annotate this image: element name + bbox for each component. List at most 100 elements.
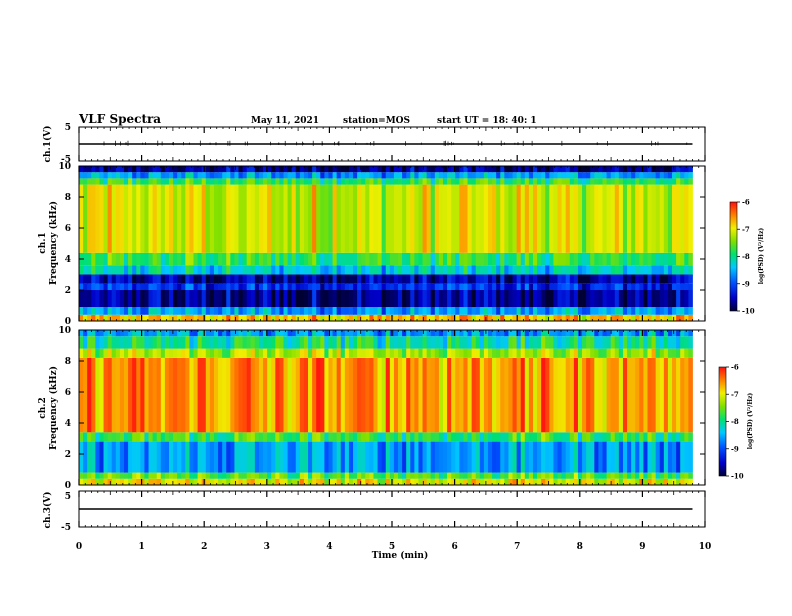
spectrogram-cell xyxy=(517,290,521,307)
spectrogram-cell xyxy=(91,166,95,172)
spectrogram-cell xyxy=(496,442,500,473)
spectrogram-cell xyxy=(603,253,607,265)
spectrogram-cell xyxy=(680,178,684,184)
spectrogram-cell xyxy=(582,290,586,307)
spectrogram-cell xyxy=(656,473,660,479)
spectrogram-cell xyxy=(361,315,365,321)
spectrogram-cell xyxy=(443,432,447,441)
spectrogram-cell xyxy=(206,349,210,358)
spectrogram-cell xyxy=(198,178,202,184)
spectrogram-cell xyxy=(431,172,435,178)
spectrogram-cell xyxy=(660,265,664,274)
spectrogram-cell xyxy=(165,432,169,441)
spectrogram-cell xyxy=(406,330,410,336)
spectrogram-cell xyxy=(627,172,631,178)
spectrogram-cell xyxy=(198,253,202,265)
spectrogram-cell xyxy=(149,265,153,274)
spectrogram-cell xyxy=(140,185,144,253)
spectrogram-cell xyxy=(447,253,451,265)
spectrogram-cell xyxy=(533,284,537,290)
spectrogram-cell xyxy=(95,349,99,358)
spectrogram-cell xyxy=(312,290,316,307)
spectrogram-cell xyxy=(623,265,627,274)
spectrogram-cell xyxy=(214,349,218,358)
spectrogram-cell xyxy=(149,432,153,441)
spectrogram-cell xyxy=(161,442,165,473)
spectrogram-cell xyxy=(414,432,418,441)
spectrogram-cell xyxy=(108,479,112,485)
spectrogram-cell xyxy=(529,349,533,358)
spectrogram-cell xyxy=(333,307,337,315)
spectrogram-cell xyxy=(508,432,512,441)
spectrogram-cell xyxy=(496,349,500,358)
spectrogram-cell xyxy=(369,290,373,307)
spectrogram-cell xyxy=(594,166,598,172)
spectrogram-cell xyxy=(386,315,390,321)
spectrogram-cell xyxy=(365,336,369,348)
spectrogram-cell xyxy=(590,275,594,284)
spectrogram-cell xyxy=(153,185,157,253)
spectrogram-cell xyxy=(79,479,83,485)
spectrogram-cell xyxy=(615,307,619,315)
spectrogram-cell xyxy=(623,349,627,358)
spectrogram-cell xyxy=(635,284,639,290)
spectrogram-cell xyxy=(161,172,165,178)
start-ut-label: start UT = 18: 40: 1 xyxy=(437,116,537,126)
spectrogram-cell xyxy=(578,432,582,441)
spectrogram-cell xyxy=(87,330,91,336)
spectrogram-cell xyxy=(173,330,177,336)
spectrogram-cell xyxy=(680,307,684,315)
spectrogram-cell xyxy=(643,185,647,253)
spectrogram-cell xyxy=(132,172,136,178)
spectrogram-cell xyxy=(312,172,316,178)
spectrogram-cell xyxy=(153,253,157,265)
spectrogram-cell xyxy=(132,284,136,290)
spectrogram-cell xyxy=(427,330,431,336)
spectrogram-cell xyxy=(504,284,508,290)
spectrogram-cell xyxy=(112,432,116,441)
spectrogram-cell xyxy=(108,166,112,172)
spectrogram-cell xyxy=(341,265,345,274)
spectrogram-cell xyxy=(210,442,214,473)
spectrogram-cell xyxy=(439,275,443,284)
spectrogram-band xyxy=(79,442,693,473)
spectrogram-cell xyxy=(443,336,447,348)
spectrogram-cell xyxy=(607,284,611,290)
spectrogram-cell xyxy=(414,473,418,479)
colorbar-tick-label: -6 xyxy=(731,363,739,372)
spectrogram-cell xyxy=(664,358,668,432)
spectrogram-cell xyxy=(508,185,512,253)
spectrogram-cell xyxy=(545,307,549,315)
spectrogram-cell xyxy=(517,473,521,479)
spectrogram-cell xyxy=(357,290,361,307)
spectrogram-cell xyxy=(345,172,349,178)
freq-tick-label: 0 xyxy=(65,481,71,491)
spectrogram-cell xyxy=(328,473,332,479)
spectrogram-cell xyxy=(124,473,128,479)
spectrogram-cell xyxy=(263,178,267,184)
spectrogram-cell xyxy=(144,349,148,358)
spectrogram-cell xyxy=(672,290,676,307)
spectrogram-cell xyxy=(251,358,255,432)
spectrogram-cell xyxy=(349,290,353,307)
spectrogram-cell xyxy=(398,284,402,290)
spectrogram-cell xyxy=(615,349,619,358)
spectrogram-cell xyxy=(361,432,365,441)
spectrogram-cell xyxy=(112,330,116,336)
spectrogram-cell xyxy=(386,473,390,479)
spectrogram-cell xyxy=(598,432,602,441)
spectrogram-cell xyxy=(672,349,676,358)
spectrogram-cell xyxy=(365,330,369,336)
date-label: May 11, 2021 xyxy=(251,116,319,126)
spectrogram-cell xyxy=(664,275,668,284)
spectrogram-cell xyxy=(418,265,422,274)
spectrogram-cell xyxy=(296,473,300,479)
spectrogram-band xyxy=(79,358,693,432)
spectrogram-cell xyxy=(541,172,545,178)
spectrogram-cell xyxy=(652,315,656,321)
spectrogram-cell xyxy=(214,275,218,284)
spectrogram-cell xyxy=(627,178,631,184)
spectrogram-cell xyxy=(365,178,369,184)
spectrogram-cell xyxy=(688,307,692,315)
spectrogram-cell xyxy=(99,479,103,485)
